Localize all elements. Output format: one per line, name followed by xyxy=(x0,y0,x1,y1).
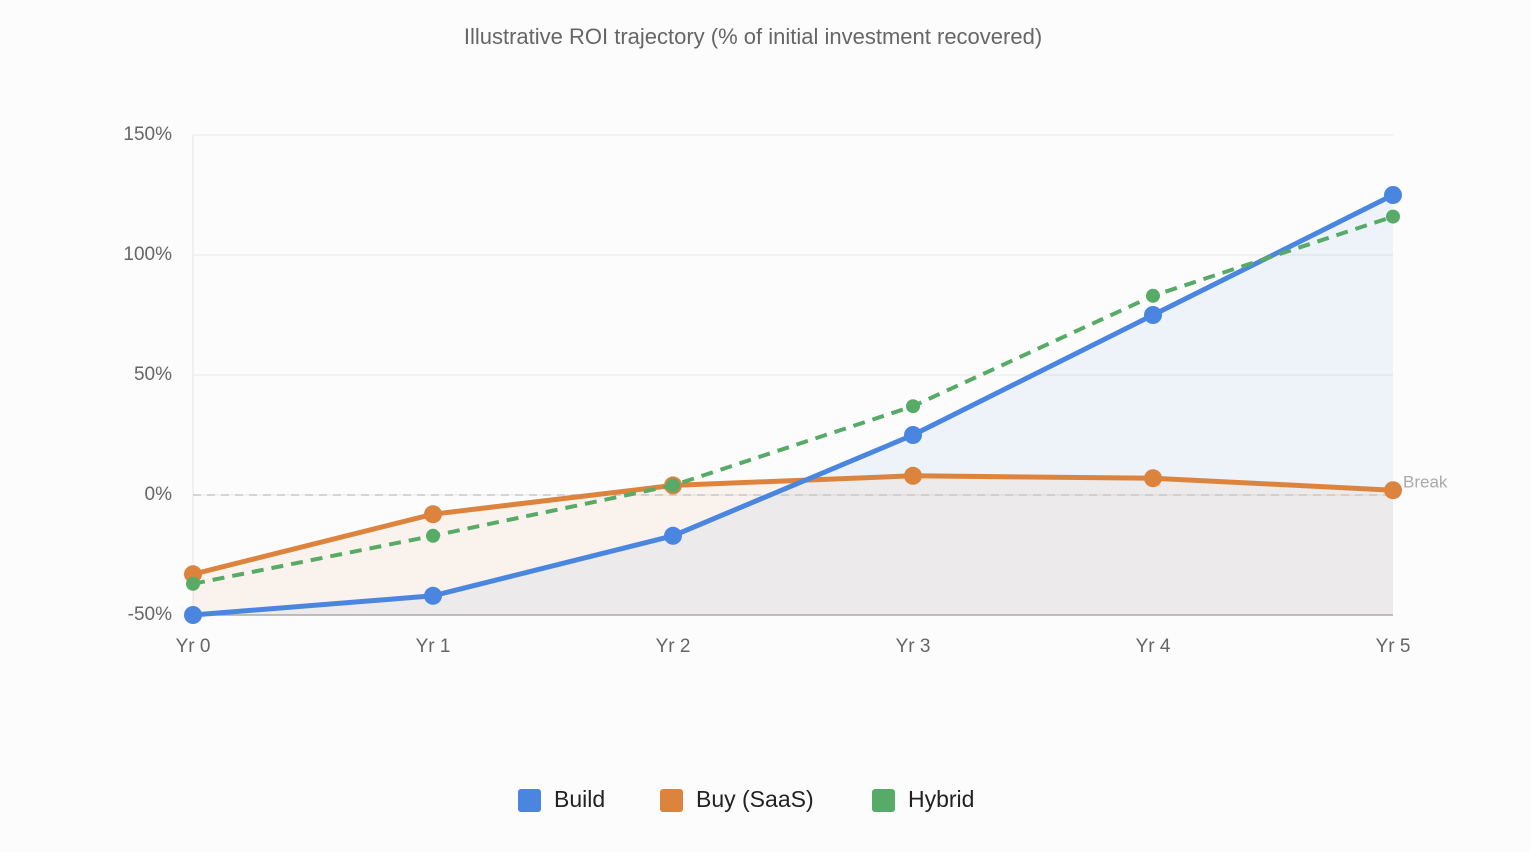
point xyxy=(666,478,680,493)
legend-label: Buy (SaaS) xyxy=(696,786,814,812)
reference-label: Break xyxy=(1403,472,1448,491)
point xyxy=(1386,209,1400,224)
y-tick-label: -50% xyxy=(128,604,172,625)
point xyxy=(664,526,682,545)
line xyxy=(192,192,1395,618)
y-tick-label: 100% xyxy=(123,244,172,265)
legend-swatch xyxy=(660,789,683,812)
area xyxy=(193,195,1393,615)
line xyxy=(192,214,1394,586)
line xyxy=(192,473,1394,577)
legend-swatch xyxy=(872,789,895,812)
y-tick-label: 0% xyxy=(145,484,173,505)
point xyxy=(184,606,202,624)
point xyxy=(424,586,442,605)
point xyxy=(1144,306,1162,324)
point xyxy=(906,399,920,414)
x-tick-label: Yr 1 xyxy=(416,636,451,657)
point xyxy=(904,426,922,444)
point xyxy=(1146,288,1160,303)
legend-label: Hybrid xyxy=(908,786,974,812)
y-tick-label: 150% xyxy=(123,124,172,145)
point xyxy=(904,466,922,485)
chart-title: Illustrative ROI trajectory (% of initia… xyxy=(464,24,1042,49)
x-tick-label: Yr 3 xyxy=(896,636,931,657)
x-tick-label: Yr 2 xyxy=(656,636,691,657)
point xyxy=(1384,186,1402,204)
point xyxy=(1384,481,1402,500)
legend-label: Build xyxy=(554,786,605,812)
x-tick-label: Yr 5 xyxy=(1376,636,1411,657)
x-tick-label: Yr 0 xyxy=(176,636,211,657)
legend-swatch xyxy=(518,789,541,812)
point xyxy=(186,576,200,591)
point xyxy=(1144,469,1162,488)
point xyxy=(426,528,440,543)
x-tick-label: Yr 4 xyxy=(1136,636,1171,657)
point xyxy=(424,505,442,524)
y-tick-label: 50% xyxy=(134,364,172,385)
